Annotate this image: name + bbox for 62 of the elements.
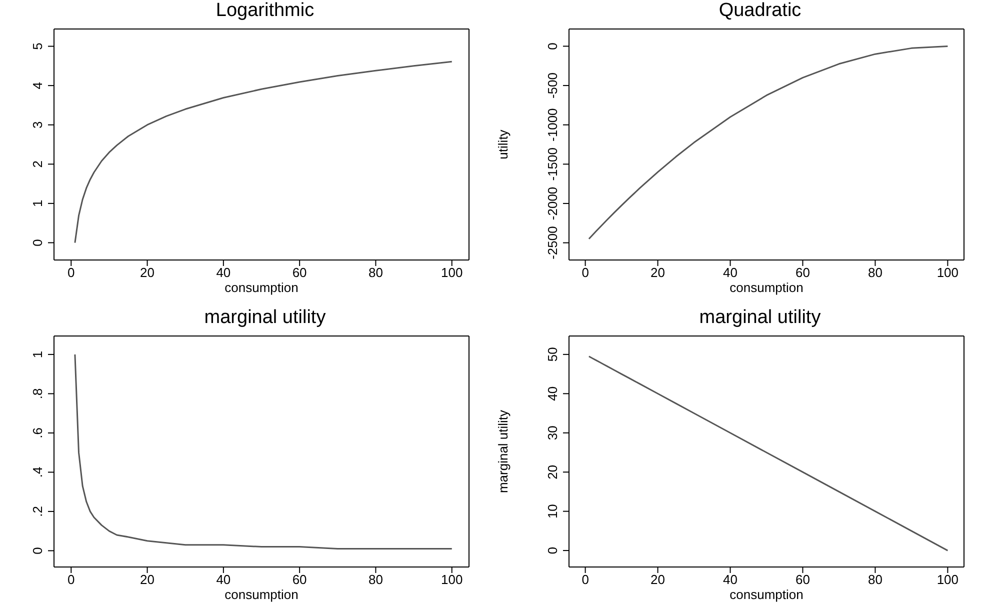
x-tick-label: 40 bbox=[216, 572, 231, 587]
y-tick-label: 2 bbox=[30, 160, 45, 168]
x-tick-label: 0 bbox=[68, 572, 75, 587]
y-tick-label: 0 bbox=[30, 239, 45, 246]
x-tick-label: 100 bbox=[441, 265, 463, 280]
y-tick-label: 5 bbox=[30, 42, 45, 50]
x-tick-label: 80 bbox=[368, 265, 383, 280]
x-tick-label: 0 bbox=[582, 572, 589, 587]
y-tick-label: 0 bbox=[545, 42, 560, 50]
y-tick-label: .8 bbox=[30, 388, 45, 399]
x-axis-title: consumption bbox=[224, 586, 298, 602]
y-tick-label: 0 bbox=[545, 546, 560, 554]
x-tick-label: 60 bbox=[796, 265, 810, 280]
y-tick-label: -500 bbox=[545, 72, 560, 99]
y-tick-label: .2 bbox=[30, 506, 45, 516]
x-tick-label: 100 bbox=[936, 265, 959, 280]
chart-title: Logarithmic bbox=[214, 0, 316, 23]
line-series bbox=[588, 45, 948, 240]
y-tick-label: 1 bbox=[30, 350, 45, 358]
x-tick-label: 20 bbox=[140, 265, 155, 280]
y-tick-label: 40 bbox=[545, 386, 560, 400]
x-tick-label: 60 bbox=[796, 572, 810, 587]
x-tick-label: 80 bbox=[368, 572, 383, 587]
y-tick-label: 1 bbox=[30, 200, 45, 208]
x-tick-label: 100 bbox=[936, 572, 959, 587]
y-tick-label: 30 bbox=[545, 425, 560, 440]
y-tick-label: .4 bbox=[30, 466, 45, 478]
x-tick-label: 20 bbox=[650, 265, 666, 280]
chart-title: marginal utility bbox=[698, 306, 822, 330]
x-axis-title: consumption bbox=[730, 586, 804, 602]
x-tick-label: 0 bbox=[582, 265, 589, 280]
y-tick-label: .6 bbox=[30, 427, 45, 438]
y-tick-label: -2000 bbox=[545, 186, 560, 220]
x-axis-title: consumption bbox=[730, 280, 804, 295]
x-tick-label: 80 bbox=[868, 265, 882, 280]
line-series bbox=[588, 355, 948, 551]
y-tick-label: -1500 bbox=[545, 148, 560, 181]
y-axis-title: marginal utility bbox=[496, 408, 511, 493]
y-tick-label: -2500 bbox=[545, 226, 560, 260]
x-tick-label: 80 bbox=[868, 572, 882, 587]
y-tick-label: 3 bbox=[30, 121, 45, 128]
x-tick-label: 20 bbox=[650, 572, 666, 587]
x-tick-label: 0 bbox=[68, 265, 75, 280]
line-series bbox=[74, 353, 453, 549]
y-axis-title: utility bbox=[496, 129, 511, 160]
y-tick-label: 0 bbox=[30, 546, 45, 554]
x-tick-label: 100 bbox=[441, 572, 463, 587]
line-series bbox=[74, 60, 453, 244]
x-tick-label: 40 bbox=[723, 265, 738, 280]
y-tick-label: 50 bbox=[545, 346, 560, 362]
x-axis-title: consumption bbox=[224, 280, 298, 295]
y-tick-label: 20 bbox=[545, 464, 560, 479]
y-tick-label: 10 bbox=[545, 504, 560, 518]
x-tick-label: 40 bbox=[723, 572, 738, 587]
x-tick-label: 40 bbox=[216, 265, 231, 280]
x-tick-label: 20 bbox=[140, 572, 155, 587]
x-tick-label: 60 bbox=[292, 265, 307, 280]
x-tick-label: 60 bbox=[292, 572, 307, 587]
chart-title: Quadratic bbox=[718, 0, 802, 23]
y-tick-label: 4 bbox=[30, 82, 45, 90]
chart-title: marginal utility bbox=[203, 306, 327, 330]
y-tick-label: -1000 bbox=[545, 108, 560, 142]
